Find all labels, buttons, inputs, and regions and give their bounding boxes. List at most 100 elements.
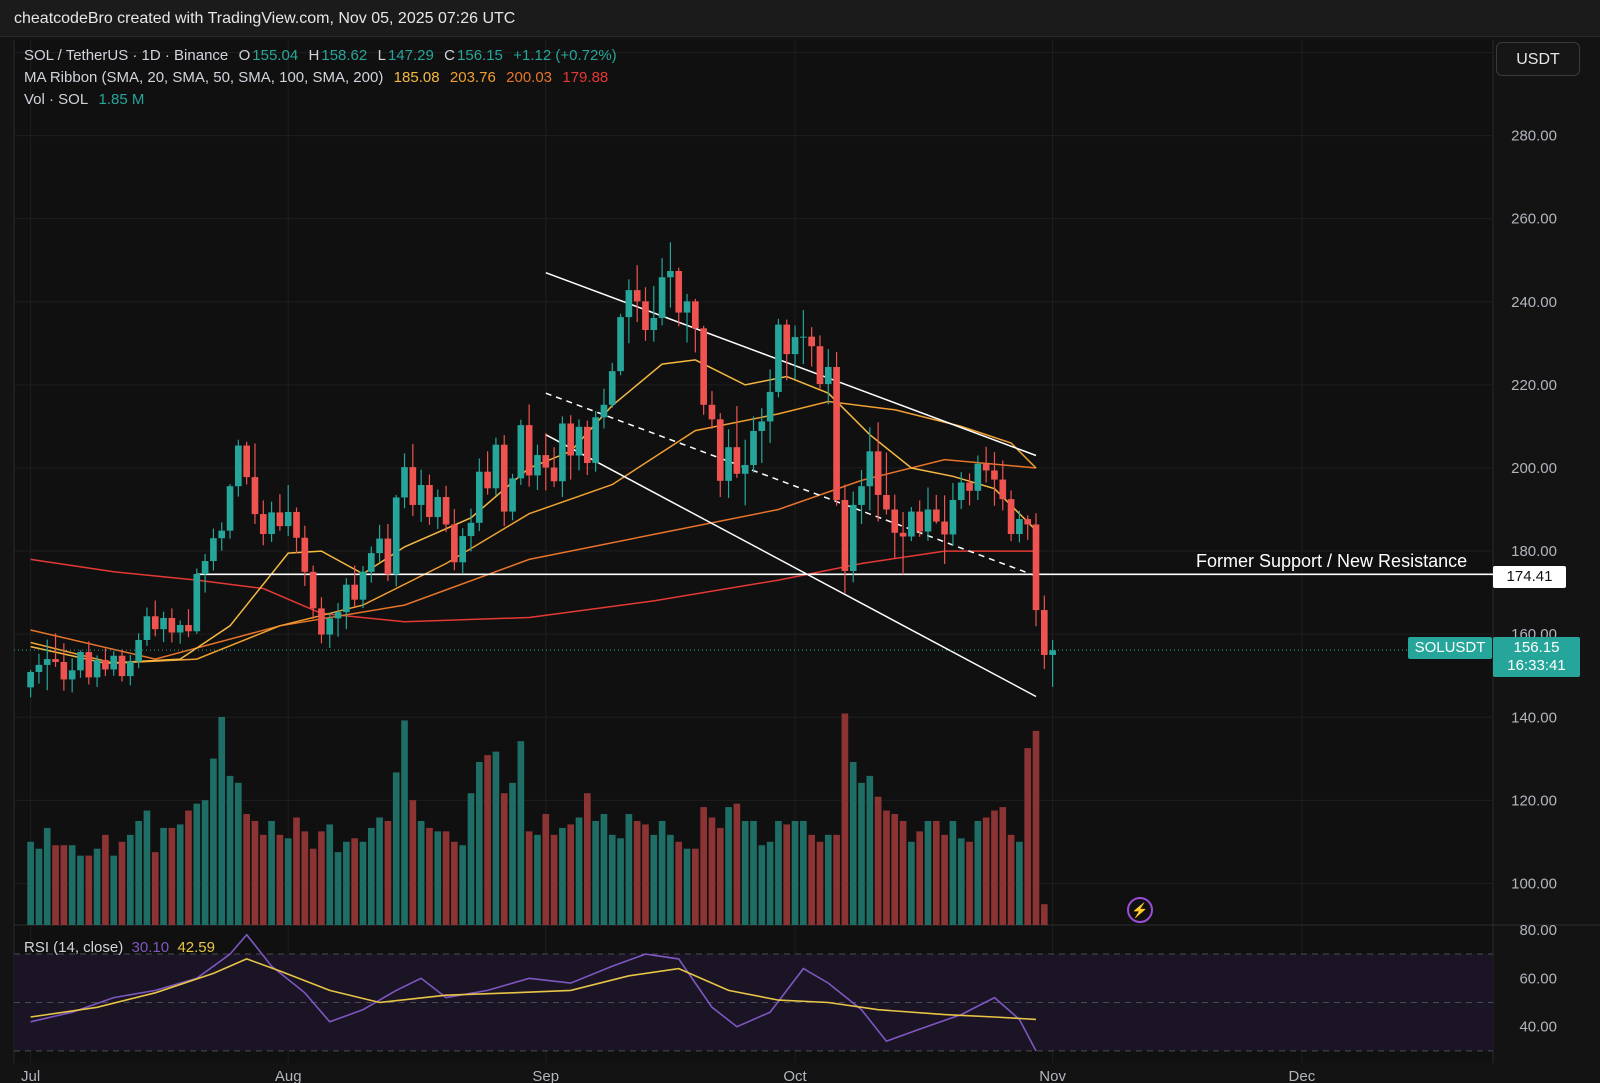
volume-bar: [1032, 730, 1040, 925]
time-tick-label: Nov: [1039, 1068, 1066, 1083]
price-tick-label: 180.00: [1511, 543, 1557, 560]
candle-body: [160, 617, 167, 630]
volume-bar: [384, 820, 392, 925]
candle-body: [1016, 519, 1023, 535]
volume-bar: [301, 831, 309, 925]
volume-bar: [866, 775, 874, 925]
volume-bar: [874, 796, 882, 925]
candle-body: [716, 419, 724, 481]
candle-body: [908, 511, 915, 537]
candle-body: [708, 404, 716, 420]
candle-body: [1007, 499, 1015, 535]
price-tick-label: 240.00: [1511, 294, 1557, 311]
lightning-icon[interactable]: ⚡: [1127, 897, 1153, 923]
change-value: +1.12 (+0.72%): [513, 47, 617, 64]
sma100-value: 200.03: [506, 69, 553, 86]
volume-bar: [575, 817, 583, 925]
rsi-label[interactable]: RSI (14, close): [24, 939, 124, 956]
candles: [27, 242, 1056, 698]
open-value: 155.04: [252, 47, 299, 64]
rsi-tick-label: 60.00: [1519, 970, 1557, 987]
candle-body: [1032, 524, 1040, 611]
sma100-line: [30, 458, 1037, 660]
candle-body: [617, 317, 624, 372]
currency-button[interactable]: USDT: [1496, 42, 1580, 76]
volume-bar: [235, 782, 242, 925]
volume-bar: [775, 820, 782, 925]
time-axis[interactable]: Jul Aug Sep Oct Nov Dec: [21, 1068, 1316, 1083]
candle-body: [127, 661, 134, 677]
volume-bar: [201, 800, 209, 925]
candle-body: [367, 553, 375, 572]
candle-body: [692, 301, 699, 329]
time-tick-label: Jul: [21, 1068, 40, 1083]
candle-body: [392, 497, 400, 575]
volume-bar: [417, 820, 425, 925]
volume-bar: [567, 824, 575, 925]
candle-body: [417, 484, 425, 505]
candle-body: [891, 509, 899, 533]
ma-label[interactable]: MA Ribbon (SMA, 20, SMA, 50, SMA, 100, S…: [24, 69, 384, 86]
sma200-value: 179.88: [562, 69, 609, 86]
channel-lower-line[interactable]: [545, 434, 1037, 698]
symbol-name[interactable]: SOL / TetherUS · 1D · Binance: [24, 47, 229, 64]
candle-body: [176, 625, 184, 633]
volume-bar: [525, 831, 533, 925]
volume-bar: [359, 841, 367, 925]
candle-body: [1049, 650, 1056, 655]
candle-body: [949, 499, 957, 535]
candle-body: [758, 421, 766, 431]
candle-body: [351, 584, 358, 600]
candle-body: [359, 571, 367, 600]
price-tick-label: 260.00: [1511, 211, 1557, 228]
high-value: 158.62: [321, 47, 368, 64]
candle-body: [301, 537, 309, 572]
candle-body: [143, 616, 151, 640]
candle-body: [27, 671, 34, 688]
candle-body: [600, 404, 608, 418]
candle-body: [816, 346, 824, 385]
volume-bar: [1007, 834, 1015, 925]
volume-bar: [77, 855, 84, 925]
candle-body: [633, 290, 641, 302]
candle-body: [808, 336, 815, 347]
candle-body: [52, 659, 59, 662]
volume-bar: [633, 820, 641, 925]
candle-body: [899, 532, 907, 537]
volume-bar: [434, 831, 442, 925]
candle-body: [559, 423, 566, 482]
candle-body: [334, 612, 342, 619]
candle-body: [35, 664, 43, 672]
candle-body: [924, 509, 932, 532]
volume-legend: Vol · SOL 1.85 M: [24, 91, 146, 108]
price-tick-label: 140.00: [1511, 709, 1557, 726]
candle-body: [683, 301, 691, 313]
volume-bar: [991, 810, 998, 925]
rsi-legend: RSI (14, close) 30.10 42.59: [24, 939, 215, 956]
volume-bar: [93, 848, 101, 925]
volume-label[interactable]: Vol · SOL: [24, 91, 89, 108]
volume-bars: [27, 713, 1048, 925]
volume-bar: [883, 810, 890, 925]
candle-body: [966, 482, 973, 491]
volume-bar: [484, 755, 491, 925]
volume-bar: [268, 820, 275, 925]
candle-body: [459, 536, 467, 563]
candle-body: [932, 509, 940, 522]
candle-body: [534, 455, 541, 476]
candle-body: [343, 584, 350, 613]
sma20-value: 185.08: [393, 69, 440, 86]
candle-body: [741, 465, 749, 474]
candle-body: [135, 639, 142, 662]
candle-body: [201, 561, 209, 574]
volume-bar: [849, 762, 857, 925]
candle-body: [991, 470, 998, 480]
candle-body: [60, 661, 68, 680]
candle-body: [409, 467, 417, 505]
volume-bar: [941, 834, 948, 925]
volume-bar: [376, 817, 383, 925]
candle-body: [866, 451, 874, 487]
candle-body: [550, 467, 558, 482]
candle-body: [268, 512, 275, 535]
